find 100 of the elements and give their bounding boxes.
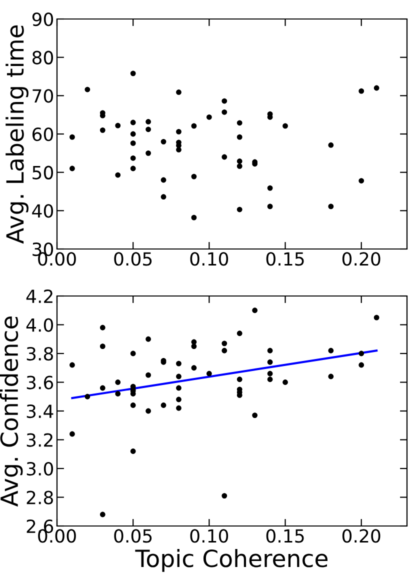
point (267, 348, 273, 354)
point (282, 380, 288, 385)
point (191, 174, 197, 180)
point (70, 431, 75, 437)
point (222, 340, 228, 346)
point (146, 150, 151, 156)
point (160, 138, 166, 144)
point (191, 344, 197, 349)
point (236, 330, 242, 336)
point (100, 512, 106, 518)
point (160, 402, 166, 408)
point (358, 88, 364, 94)
point (160, 194, 166, 200)
point (374, 314, 380, 320)
point (222, 98, 228, 104)
point (267, 370, 273, 376)
point (222, 154, 228, 160)
point (267, 359, 273, 365)
x-tick-label: 0.10 (190, 529, 228, 543)
point (100, 127, 106, 133)
y-tick-label: 80 (32, 50, 54, 64)
point (176, 405, 182, 411)
point (115, 122, 121, 128)
point (70, 362, 75, 368)
point (130, 402, 136, 408)
point (146, 336, 151, 342)
point (130, 155, 136, 161)
y-tick-label: 50 (32, 166, 54, 180)
y-tick-label: 40 (32, 204, 54, 218)
point (70, 166, 75, 172)
point (191, 123, 197, 129)
point (328, 374, 334, 380)
point (115, 391, 121, 396)
y-tick-label: 60 (32, 127, 54, 142)
point (176, 374, 182, 380)
point (358, 362, 364, 368)
x-tick-label: 0.15 (266, 252, 304, 266)
point (236, 134, 242, 140)
point (328, 204, 334, 210)
point (130, 350, 136, 356)
y-tick-label: 4.0 (26, 318, 54, 332)
point (130, 140, 136, 146)
point (236, 206, 242, 212)
point (84, 394, 90, 400)
point (176, 90, 182, 95)
point (146, 372, 151, 378)
y-tick-label: 90 (32, 12, 54, 26)
point (146, 408, 151, 414)
y-tick-label: 3.0 (26, 462, 54, 476)
y-axis-title: Avg. Labeling time (6, 25, 28, 244)
point (328, 348, 334, 354)
point (206, 114, 212, 120)
point (176, 129, 182, 134)
point (176, 360, 182, 366)
x-tick-label: 0.05 (114, 252, 152, 266)
point (222, 493, 228, 498)
point (267, 204, 273, 210)
y-tick-label: 3.4 (26, 404, 54, 418)
y-tick-label: 4.2 (26, 289, 52, 303)
point (252, 308, 258, 314)
point (146, 126, 151, 132)
point (236, 120, 242, 126)
point (115, 380, 121, 385)
x-tick-label: 0.15 (266, 529, 304, 543)
x-tick-label: 0.20 (342, 529, 380, 543)
point (236, 376, 242, 382)
point (160, 177, 166, 183)
point (146, 119, 151, 124)
point (176, 147, 182, 152)
point (328, 142, 334, 148)
x-tick-label: 0.05 (114, 529, 152, 543)
point (130, 166, 136, 172)
point (267, 376, 273, 382)
point (267, 185, 273, 191)
point (176, 396, 182, 402)
point (100, 385, 106, 391)
point (358, 178, 364, 184)
x-tick-label: 0.10 (190, 252, 228, 266)
point (100, 344, 106, 349)
point (115, 172, 121, 178)
point (130, 120, 136, 126)
point (206, 370, 212, 376)
point (191, 214, 197, 220)
y-tick-label: 3.2 (26, 433, 52, 447)
point (236, 164, 242, 169)
y-tick-label: 3.8 (26, 346, 53, 361)
y-tick-label: 2.8 (26, 490, 53, 504)
point (100, 324, 106, 330)
point (222, 109, 228, 115)
point (282, 123, 288, 129)
point (191, 365, 197, 371)
point (252, 412, 258, 418)
y-axis-title: Avg. Confidence (0, 316, 23, 507)
point (222, 348, 228, 354)
point (358, 350, 364, 356)
point (130, 131, 136, 137)
x-tick-label: 0.20 (342, 252, 380, 266)
y-tick-label: 3.6 (26, 376, 54, 390)
point (130, 70, 136, 76)
point (84, 86, 90, 92)
